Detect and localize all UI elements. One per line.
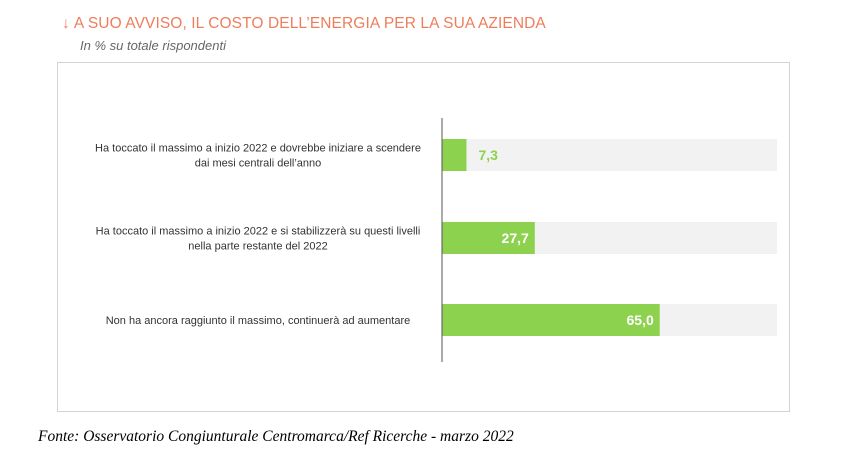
- chart-title-text: A SUO AVVISO, IL COSTO DELL’ENERGIA PER …: [73, 15, 546, 32]
- arrow-down-icon: ↓: [62, 15, 70, 32]
- chart-subtitle: In % su totale rispondenti: [80, 38, 226, 53]
- bar-track: [442, 139, 777, 171]
- source-note: Fonte: Osservatorio Congiunturale Centro…: [38, 428, 514, 445]
- category-label: Ha toccato il massimo a inizio 2022 e do…: [95, 143, 421, 170]
- bar: [442, 304, 660, 336]
- chart-title: ↓ A SUO AVVISO, IL COSTO DELL’ENERGIA PER…: [62, 15, 546, 33]
- data-label: 7,3: [478, 147, 498, 163]
- category-label: Ha toccato il massimo a inizio 2022 e si…: [96, 226, 421, 253]
- data-label: 65,0: [627, 312, 654, 328]
- bar: [442, 222, 535, 254]
- data-label: 27,7: [502, 230, 529, 246]
- category-label: Non ha ancora raggiunto il massimo, cont…: [106, 315, 411, 327]
- bar: [442, 139, 467, 171]
